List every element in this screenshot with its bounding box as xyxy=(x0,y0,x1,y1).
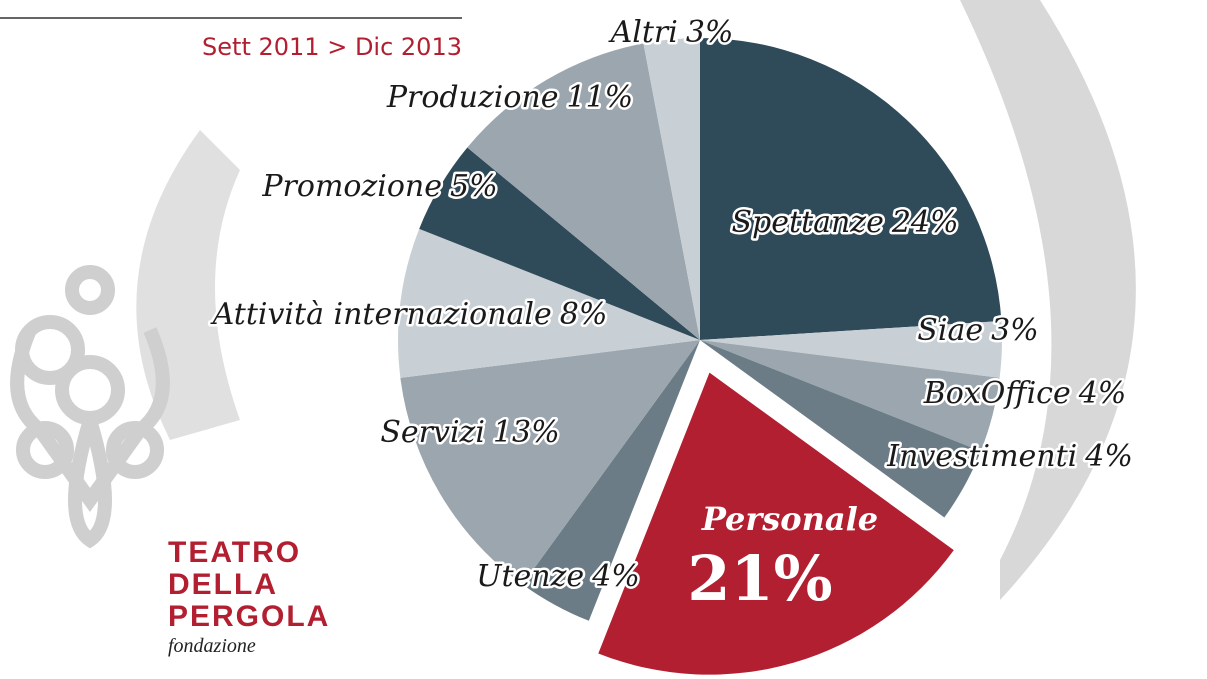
slice-name: Promozione xyxy=(261,169,442,204)
slice-value: 21% xyxy=(687,542,832,615)
slice-value: 24% xyxy=(891,205,959,240)
slice-value: 11% xyxy=(566,80,633,115)
slice-name: Produzione xyxy=(386,80,559,115)
slice-name: Servizi xyxy=(380,415,485,450)
slice-name: Utenze xyxy=(476,559,584,594)
slice-value: 4% xyxy=(1078,376,1127,411)
subtitle: Sett 2011 > Dic 2013 xyxy=(202,33,462,61)
slice-name: BoxOffice xyxy=(923,376,1071,411)
slice-name: Investimenti xyxy=(886,439,1077,474)
logo-line: TEATRO xyxy=(168,536,301,569)
slice-value: 8% xyxy=(560,297,608,332)
logo: TEATRO DELLA PERGOLA fondazione xyxy=(168,536,330,657)
slice-value: 4% xyxy=(1084,439,1133,474)
slice-value: 3% xyxy=(686,15,734,50)
slice-value: 5% xyxy=(450,169,498,204)
logo-line: PERGOLA xyxy=(168,600,330,633)
slice-value: 13% xyxy=(493,415,560,450)
slice-name: Personale xyxy=(701,500,878,538)
logo-line: DELLA xyxy=(168,568,278,601)
slice-name: Spettanze xyxy=(731,205,883,240)
slice-name: Attività internazionale xyxy=(210,297,552,332)
slice-name: Altri xyxy=(608,15,678,50)
slice-value: 3% xyxy=(991,313,1039,348)
page: Sett 2011 > Dic 2013 Spettanze24%Siae3%B… xyxy=(0,0,1207,679)
pie-slice xyxy=(700,38,1001,340)
logo-sub: fondazione xyxy=(168,635,256,657)
slice-value: 4% xyxy=(591,559,640,594)
left-arc xyxy=(136,130,240,440)
slice-name: Siae xyxy=(917,313,983,348)
